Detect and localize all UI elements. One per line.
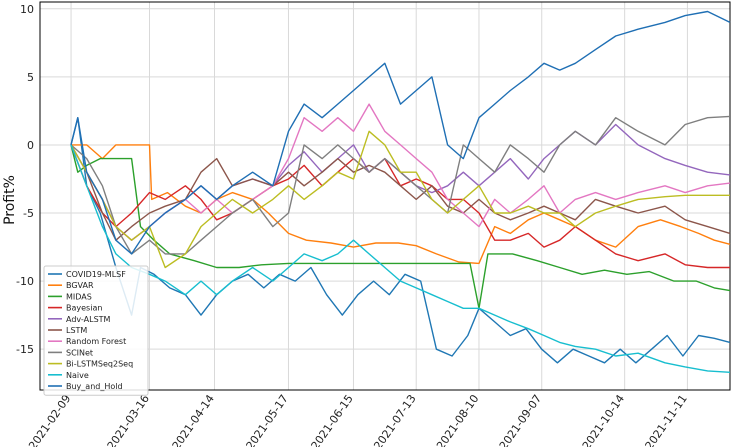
legend-label: LSTM [66,326,87,335]
legend-label: Random Forest [66,337,126,346]
legend-label: Adv-ALSTM [66,315,111,324]
series-line-lstm [70,144,731,241]
legend-label: Buy_and_Hold [66,382,123,391]
series-line-adv-alstm [70,123,731,241]
x-tick-label: 2021-02-09 [26,392,73,447]
x-tick-label: 2021-11-11 [643,392,690,447]
x-tick-label: 2021-06-15 [309,392,356,447]
legend-label: Bayesian [66,304,102,313]
x-tick-label: 2021-07-13 [371,392,418,447]
y-tick-label: -10 [16,275,34,288]
legend-label: Naive [66,371,89,380]
legend-box [43,265,149,396]
series-line-scinet [70,115,731,255]
y-tick-label: 0 [27,139,34,152]
series-line-covid19-mlsf [70,117,731,364]
grid [40,2,730,390]
x-tick-label: 2021-03-16 [105,392,152,447]
y-tick-label: -5 [23,207,34,220]
series-line-naive [70,144,731,373]
series-line-bgvar [71,144,731,265]
y-axis-label: Profit% [2,175,18,225]
y-tick-label: 10 [20,3,34,16]
x-tick-label: 2021-08-10 [434,392,481,447]
x-tick-label: 2021-04-14 [170,392,217,447]
series-line-bi-lstmseq2seq [70,130,730,269]
legend-label: COVID19-MLSF [66,270,126,279]
x-tick-label: 2021-09-07 [497,392,544,447]
legend-label: Bi-LSTMSeq2Seq [66,360,133,369]
series-line-bayesian [70,144,730,269]
y-tick-label: 5 [27,71,34,84]
legend-label: SCINet [66,348,93,357]
x-tick-label: 2021-10-14 [580,392,627,447]
legend-label: MIDAS [66,292,92,301]
x-tick-label: 2021-05-17 [244,392,291,447]
y-tick-label: -15 [16,343,34,356]
series-lines [70,10,731,373]
series-line-buy-and-hold [70,10,731,255]
series-line-midas [70,144,731,309]
legend-label: BGVAR [66,281,94,290]
legend: COVID19-MLSF BGVAR MIDAS Bayesian Adv-ALSTM L… [43,265,149,396]
